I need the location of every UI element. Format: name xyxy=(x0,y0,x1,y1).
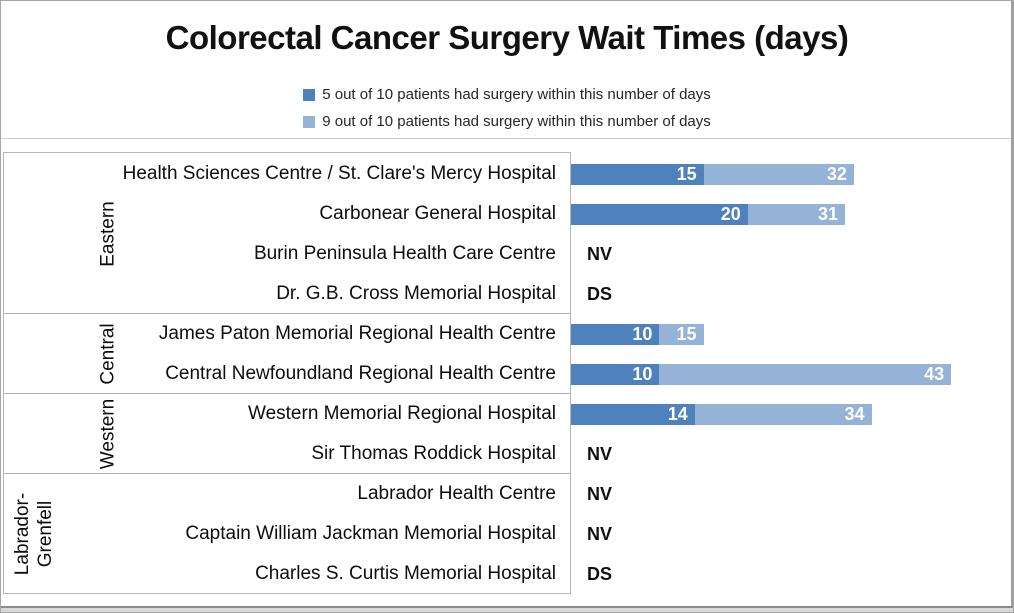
region-label-line: Western xyxy=(97,398,119,470)
region-label: Central xyxy=(97,323,120,384)
hospital-label: Carbonear General Hospital xyxy=(319,203,556,224)
hospital-label: Sir Thomas Roddick Hospital xyxy=(311,443,556,464)
no-data-note: NV xyxy=(587,243,613,264)
no-data-note: NV xyxy=(587,443,613,464)
bar-area: DS xyxy=(571,554,1013,594)
bar-area: DS xyxy=(571,274,1013,314)
region-divider xyxy=(3,393,571,394)
legend-swatch-p90-icon xyxy=(303,115,316,128)
bar-p90: 34 xyxy=(694,403,872,425)
hospital-row: Burin Peninsula Health Care Centre NV xyxy=(1,234,1013,274)
bar-median-value: 10 xyxy=(632,364,653,384)
bar-median: 10 xyxy=(571,323,660,345)
bar-median-value: 14 xyxy=(667,404,688,424)
no-data-note: NV xyxy=(587,483,613,504)
bar-median-value: 20 xyxy=(720,204,741,224)
bar-p90: 15 xyxy=(659,323,704,345)
region-label: Western xyxy=(97,399,120,469)
bar-p90: 43 xyxy=(659,363,952,385)
hospital-label: Captain William Jackman Memorial Hospita… xyxy=(185,523,556,544)
hospital-row: Charles S. Curtis Memorial Hospital DS xyxy=(1,554,1013,594)
legend-label-median: 5 out of 10 patients had surgery within … xyxy=(322,86,711,103)
legend: 5 out of 10 patients had surgery within … xyxy=(1,86,1013,130)
hospital-row: Central Newfoundland Regional Health Cen… xyxy=(1,354,1013,394)
no-data-note: NV xyxy=(587,523,613,544)
bar-area: 14 34 xyxy=(571,394,1013,434)
region-label-line: Central xyxy=(97,323,119,385)
bar-median: 14 xyxy=(571,403,695,425)
legend-swatch-median-icon xyxy=(303,88,316,101)
region-divider xyxy=(3,313,571,314)
region-label: Labrador- Grenfell xyxy=(11,493,57,575)
hospital-row: Labrador Health Centre NV xyxy=(1,474,1013,514)
hospital-label: Central Newfoundland Regional Health Cen… xyxy=(165,363,556,384)
frame-bottom-line xyxy=(1,606,1013,608)
no-data-note: DS xyxy=(587,283,613,304)
bar-median: 20 xyxy=(571,203,748,225)
hospital-row: Sir Thomas Roddick Hospital NV xyxy=(1,434,1013,474)
bar-area: 10 15 xyxy=(571,314,1013,354)
plot-area-top-border xyxy=(1,138,1013,139)
region-divider xyxy=(3,473,571,474)
bar-p90-value: 31 xyxy=(818,204,839,224)
legend-label-p90: 9 out of 10 patients had surgery within … xyxy=(322,113,711,130)
category-label-box xyxy=(3,152,571,594)
hospital-label: Charles S. Curtis Memorial Hospital xyxy=(255,563,556,584)
hospital-label: Dr. G.B. Cross Memorial Hospital xyxy=(276,283,556,304)
region-label-line: Grenfell xyxy=(35,500,56,568)
frame-right-edge xyxy=(1011,1,1013,612)
bar-p90-value: 32 xyxy=(826,164,847,184)
hospital-row: Western Memorial Regional Hospital 14 34 xyxy=(1,394,1013,434)
hospital-row: Dr. G.B. Cross Memorial Hospital DS xyxy=(1,274,1013,314)
bar-median-value: 10 xyxy=(632,324,653,344)
bar-area: NV xyxy=(571,434,1013,474)
bar-median: 10 xyxy=(571,363,660,385)
bar-p90: 32 xyxy=(703,163,854,185)
legend-item-median: 5 out of 10 patients had surgery within … xyxy=(303,86,711,103)
bar-area: NV xyxy=(571,474,1013,514)
bar-median: 15 xyxy=(571,163,704,185)
bar-area: NV xyxy=(571,514,1013,554)
hospital-label: Western Memorial Regional Hospital xyxy=(248,403,556,424)
hospital-row: Health Sciences Centre / St. Clare's Mer… xyxy=(1,154,1013,194)
bar-p90-value: 34 xyxy=(844,404,865,424)
hospital-row: Captain William Jackman Memorial Hospita… xyxy=(1,514,1013,554)
legend-item-p90: 9 out of 10 patients had surgery within … xyxy=(303,113,711,130)
bar-area: 10 43 xyxy=(571,354,1013,394)
hospital-label: Health Sciences Centre / St. Clare's Mer… xyxy=(122,163,556,184)
bar-area: 15 32 xyxy=(571,154,1013,194)
hospital-label: Labrador Health Centre xyxy=(357,483,556,504)
bar-median-value: 15 xyxy=(676,164,697,184)
bar-p90-value: 15 xyxy=(676,324,697,344)
bar-p90: 31 xyxy=(747,203,846,225)
region-label-line: Labrador- xyxy=(12,492,33,576)
no-data-note: DS xyxy=(587,563,613,584)
bar-p90-value: 43 xyxy=(924,364,945,384)
chart-title: Colorectal Cancer Surgery Wait Times (da… xyxy=(165,19,849,56)
frame-bottom-shade xyxy=(1,608,1013,612)
hospital-label: Burin Peninsula Health Care Centre xyxy=(253,243,556,264)
hospital-row: Carbonear General Hospital 20 31 xyxy=(1,194,1013,234)
region-label: Eastern xyxy=(97,201,120,266)
region-label-line: Eastern xyxy=(97,201,119,267)
bar-area: NV xyxy=(571,234,1013,274)
hospital-row: James Paton Memorial Regional Health Cen… xyxy=(1,314,1013,354)
hospital-label: James Paton Memorial Regional Health Cen… xyxy=(158,323,556,344)
bar-area: 20 31 xyxy=(571,194,1013,234)
